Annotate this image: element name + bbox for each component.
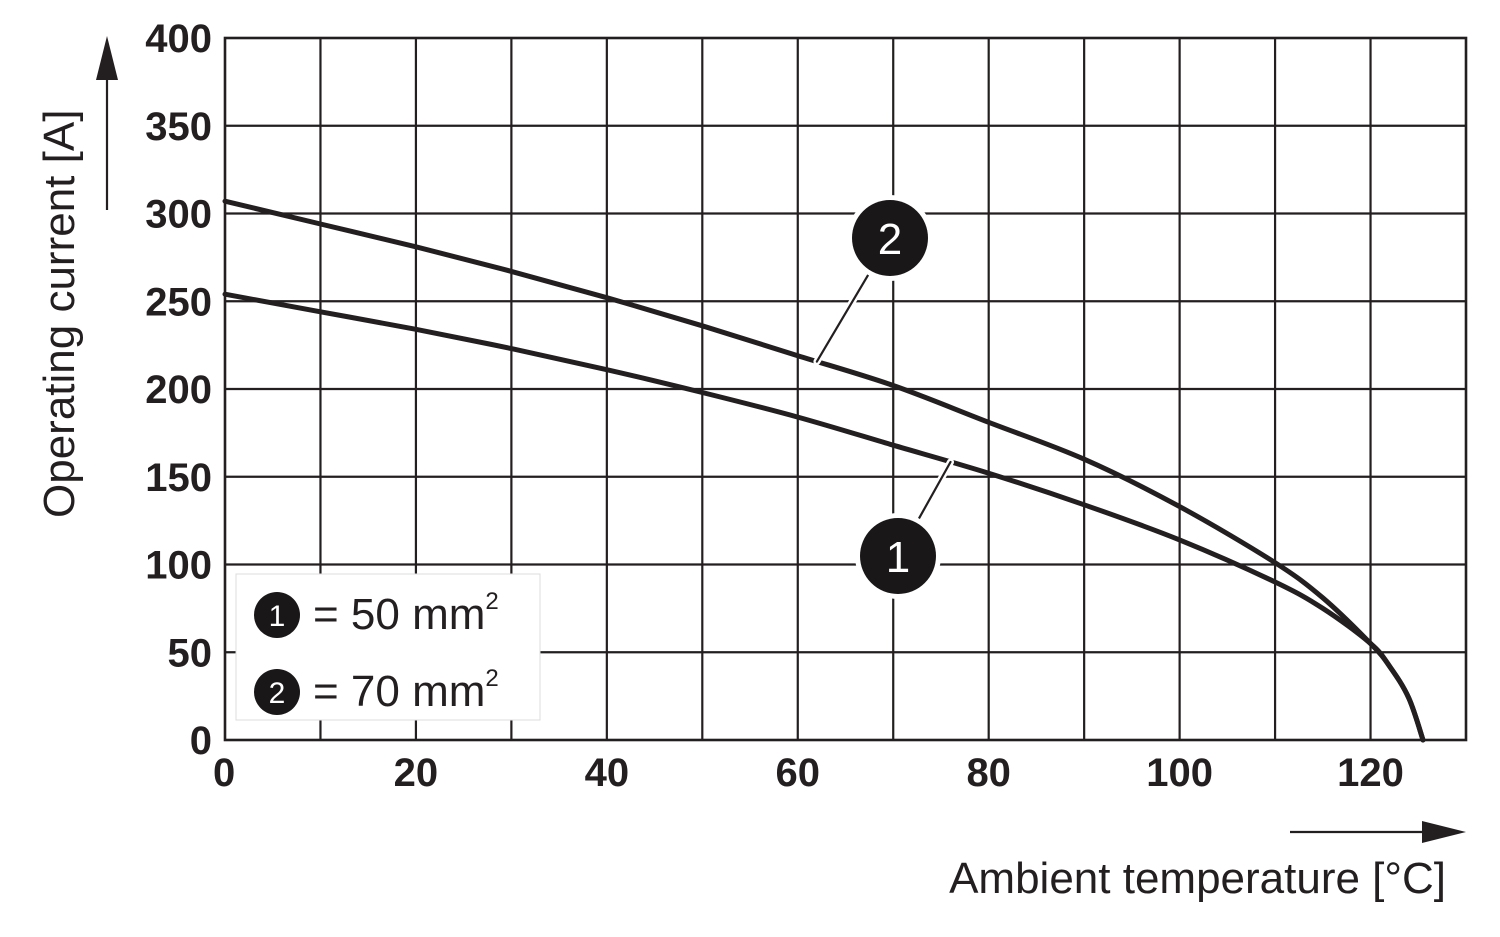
legend-marker-2-label: 2 [269,677,286,710]
callout-label-2: 2 [878,215,902,264]
callout-badge-1 [860,518,936,594]
legend-item-1: 1 = 50 mm2 [254,588,499,639]
y-tick-label: 0 [190,719,212,763]
y-tick-label: 50 [168,631,213,675]
legend-text-1: = 50 mm2 [313,588,499,639]
y-tick-label: 200 [145,368,212,412]
y-tick-label: 150 [145,456,212,500]
legend-marker-2 [254,669,300,715]
y-axis-arrow-head [96,36,118,80]
plot-frame [223,36,1468,742]
y-tick-label: 100 [145,544,212,588]
callout-badge-2 [852,200,928,276]
x-tick-label: 100 [1146,751,1213,795]
x-tick-label: 20 [394,751,439,795]
legend-item-2: 2 = 70 mm2 [254,665,499,716]
callout-label-1: 1 [886,533,910,582]
legend-marker-1-label: 1 [269,600,286,633]
x-axis-arrow-head [1422,821,1466,843]
x-tick-labels: 0 20 40 60 80 100 120 [213,751,1404,795]
legend-text-2: = 70 mm2 [313,665,499,716]
x-axis-title: Ambient temperature [°C] [949,854,1446,903]
callouts: 21 [813,195,955,599]
x-tick-label: 80 [966,751,1011,795]
series-line-2 [222,198,1426,743]
x-axis-title-group: Ambient temperature [°C] [949,821,1466,903]
callout-leader-1 [916,460,952,523]
y-tick-labels: 0 50 100 150 200 250 300 350 400 [145,17,212,763]
y-axis-title: Operating current [A] [35,110,84,518]
curves [222,198,1426,743]
x-tick-label: 0 [213,751,235,795]
x-tick-label: 40 [585,751,630,795]
legend-text-1-sup: 2 [485,588,498,615]
x-tick-label: 60 [776,751,821,795]
callout-leader-2 [815,271,871,363]
legend: 1 = 50 mm2 2 = 70 mm2 [235,573,541,721]
y-axis-title-group: Operating current [A] [35,36,118,518]
legend-text-2-main: = 70 mm [313,667,485,716]
y-tick-label: 350 [145,105,212,149]
y-tick-label: 300 [145,193,212,237]
grid [225,38,1466,740]
legend-text-1-main: = 50 mm [313,590,485,639]
legend-text-2-sup: 2 [485,665,498,692]
x-tick-label: 120 [1337,751,1404,795]
y-tick-label: 250 [145,280,212,324]
y-tick-label: 400 [145,17,212,61]
legend-marker-1 [254,592,300,638]
